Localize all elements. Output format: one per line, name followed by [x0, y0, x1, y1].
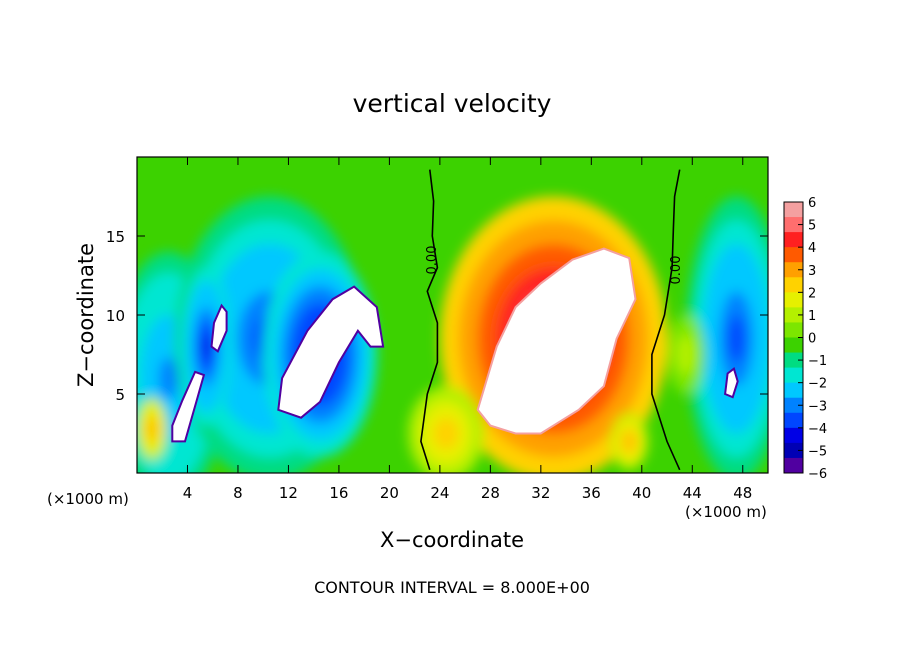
x-tick-label: 36	[582, 484, 601, 502]
y-tick-label: 15	[106, 228, 125, 246]
colorbar-swatch	[784, 337, 803, 354]
colorbar-swatch	[784, 232, 803, 248]
colorbar-swatch	[784, 202, 803, 218]
x-tick-label: 40	[632, 484, 651, 502]
contour-interval-note: CONTOUR INTERVAL = 8.000E+00	[314, 578, 590, 597]
zero-contour-line	[651, 169, 681, 471]
x-axis-label: X−coordinate	[380, 528, 524, 552]
colorbar-tick-label: 5	[808, 219, 816, 234]
negative-saturated-region	[210, 303, 228, 353]
colorbar-tick-label: −3	[808, 399, 827, 414]
colorbar-swatch	[784, 382, 803, 399]
x-unit-label-left: (×1000 m)	[47, 490, 129, 508]
colorbar-swatch	[784, 292, 803, 308]
colorbar-tick-label: −2	[808, 377, 827, 392]
colorbar-swatch	[784, 457, 803, 474]
positive-saturated-region	[476, 247, 637, 435]
x-tick-label: 24	[430, 484, 449, 502]
colorbar-swatch	[784, 247, 803, 263]
colorbar-tick-label: −4	[808, 422, 827, 437]
colorbar-tick-label: 2	[808, 286, 816, 301]
negative-saturated-region	[724, 367, 739, 399]
x-tick-label: 12	[279, 484, 298, 502]
colorbar-tick-label: 6	[808, 196, 816, 211]
updraft-field-blob	[682, 347, 690, 362]
colorbar-swatch	[784, 262, 803, 278]
colorbar-tick-label: 0	[808, 332, 816, 347]
colorbar-tick-label: 4	[808, 241, 816, 256]
x-tick-label: 48	[733, 484, 752, 502]
downdraft-field-blob	[159, 357, 179, 400]
contour-label: 0.00	[425, 246, 440, 275]
colorbar-tick-label: −1	[808, 354, 827, 369]
x-unit-label-right: (×1000 m)	[685, 503, 767, 521]
colorbar-swatch	[784, 412, 803, 429]
downdraft-field-blob	[202, 333, 211, 360]
x-tick-label: 44	[683, 484, 702, 502]
downdraft-field-blob	[728, 315, 745, 363]
updraft-field-blob	[149, 423, 155, 435]
contour-label: 0.00	[669, 256, 684, 285]
colorbar-swatch	[784, 427, 803, 444]
colorbar-swatch	[784, 277, 803, 293]
colorbar-swatch	[784, 442, 803, 459]
y-tick-label: 5	[115, 386, 125, 404]
x-tick-label: 32	[531, 484, 550, 502]
colorbar-swatch	[784, 397, 803, 414]
updraft-field-blob	[439, 425, 453, 442]
colorbar-swatch	[784, 367, 803, 384]
x-tick-label: 8	[233, 484, 243, 502]
x-tick-label: 16	[329, 484, 348, 502]
colorbar-tick-label: −6	[808, 467, 827, 482]
colorbar-tick-label: −5	[808, 444, 827, 459]
updraft-field-blob	[626, 436, 633, 447]
negative-saturated-region	[171, 370, 206, 443]
colorbar-tick-label: 3	[808, 264, 816, 279]
colorbar-swatch	[784, 217, 803, 233]
colorbar: 6 5 4 3 2 1 0 −1 −2 −3 −4 −5 −6	[783, 196, 827, 482]
chart-title: vertical velocity	[353, 89, 552, 118]
contour-labels: 0.00 0.00	[425, 246, 684, 285]
colorbar-swatch	[784, 307, 803, 323]
x-tick-label: 28	[481, 484, 500, 502]
saturated-regions	[171, 247, 739, 443]
y-tick-label: 10	[106, 307, 125, 325]
zero-contour-line	[420, 169, 439, 471]
colorbar-tick-label: 1	[808, 309, 816, 324]
colorbar-swatch	[784, 322, 803, 338]
negative-saturated-region	[277, 285, 385, 419]
x-tick-label: 4	[183, 484, 193, 502]
x-tick-label: 20	[380, 484, 399, 502]
y-axis-label: Z−coordinate	[74, 243, 98, 387]
zero-contours	[420, 169, 681, 471]
colorbar-swatch	[784, 352, 803, 369]
